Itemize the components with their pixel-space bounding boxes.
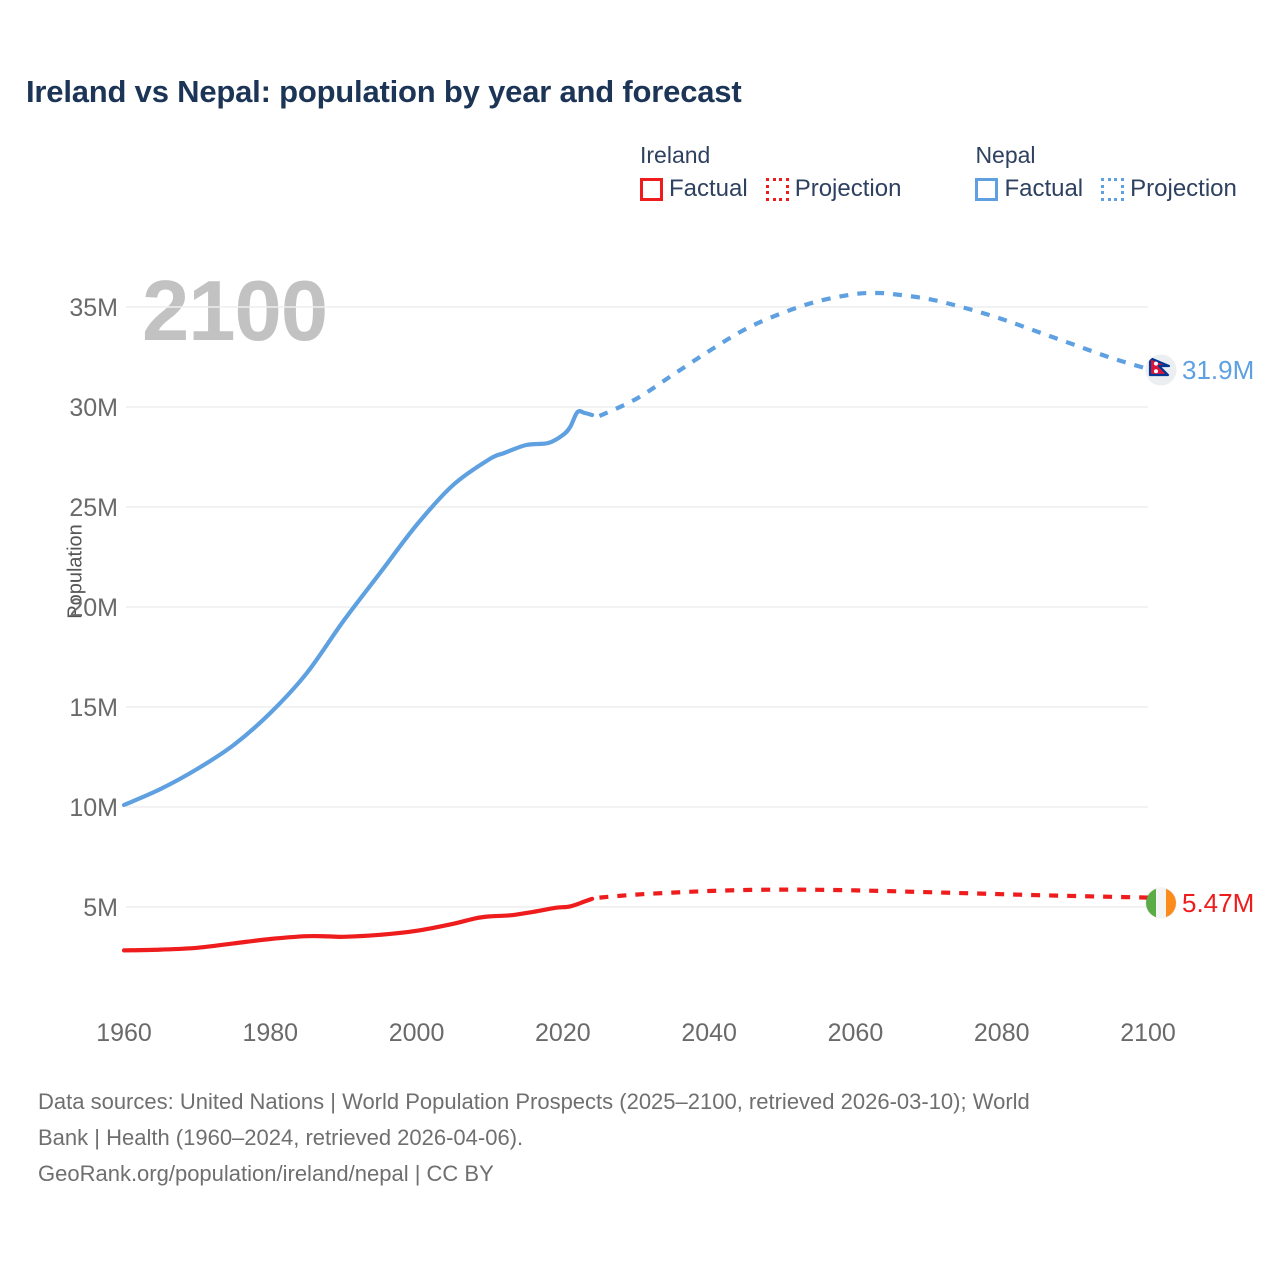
end-label-nepal-value: 31.9M [1182, 355, 1255, 385]
legend-group-title-ireland: Ireland [640, 142, 711, 168]
watermark-year: 2100 [142, 264, 328, 359]
end-label-nepal: 31.9M [1146, 355, 1254, 385]
footer-line-3: GeoRank.org/population/ireland/nepal | C… [38, 1161, 494, 1186]
series-line-nepal-projection [598, 290, 1149, 418]
legend-label-nepal-factual: Factual [1004, 175, 1084, 202]
footer-line-2: Bank | Health (1960–2024, retrieved 2026… [38, 1125, 524, 1150]
ireland-flag-icon [1146, 888, 1176, 918]
svg-text:10M: 10M [69, 794, 118, 822]
svg-text:1960: 1960 [96, 1019, 152, 1047]
svg-text:1980: 1980 [242, 1019, 298, 1047]
legend-swatch-dotted-icon [1101, 177, 1125, 201]
footer-sources: Data sources: United Nations | World Pop… [38, 1084, 1238, 1192]
legend-item-ireland-factual[interactable]: Factual [640, 176, 748, 202]
nepal-flag-icon [1146, 355, 1176, 385]
series-lines [121, 290, 1149, 953]
series-line-ireland-projection [599, 887, 1149, 900]
end-label-ireland-value: 5.47M [1182, 888, 1255, 918]
y-axis-title: Population [64, 524, 87, 619]
series-line-nepal-factual [121, 409, 595, 808]
svg-text:15M: 15M [69, 694, 118, 722]
footer-line-1: Data sources: United Nations | World Pop… [38, 1089, 1030, 1114]
legend-group-ireland: Ireland Factual Projection [640, 142, 901, 202]
legend-label-nepal-projection: Projection [1130, 175, 1237, 202]
legend-swatch-dotted-icon [765, 177, 789, 201]
gridlines [126, 306, 1148, 908]
svg-text:30M: 30M [69, 394, 118, 422]
legend-swatch-solid-icon [975, 177, 999, 201]
svg-text:2000: 2000 [389, 1019, 445, 1047]
series-line-ireland-factual [121, 896, 595, 953]
legend-item-nepal-projection[interactable]: Projection [1101, 176, 1237, 202]
x-tick-labels: 1960 1980 2000 2020 2040 2060 2080 2100 [96, 1019, 1176, 1047]
legend-label-ireland-projection: Projection [794, 175, 902, 202]
svg-text:2020: 2020 [535, 1019, 591, 1047]
svg-text:2060: 2060 [828, 1019, 884, 1047]
svg-text:2040: 2040 [681, 1019, 737, 1047]
legend-label-ireland-factual: Factual [669, 175, 748, 202]
svg-text:2080: 2080 [974, 1019, 1030, 1047]
legend-item-nepal-factual[interactable]: Factual [975, 176, 1083, 202]
chart-legend: Ireland Factual Projection Nepal Factual… [640, 142, 1237, 202]
page-title: Ireland vs Nepal: population by year and… [26, 74, 742, 109]
svg-text:5M: 5M [83, 894, 118, 922]
svg-text:2100: 2100 [1120, 1019, 1176, 1047]
svg-text:35M: 35M [69, 294, 118, 322]
legend-item-ireland-projection[interactable]: Projection [765, 175, 902, 202]
legend-swatch-solid-icon [640, 177, 663, 201]
legend-group-nepal: Nepal Factual Projection [975, 142, 1237, 202]
end-label-ireland: 5.47M [1146, 888, 1254, 918]
legend-group-title-nepal: Nepal [975, 142, 1036, 168]
